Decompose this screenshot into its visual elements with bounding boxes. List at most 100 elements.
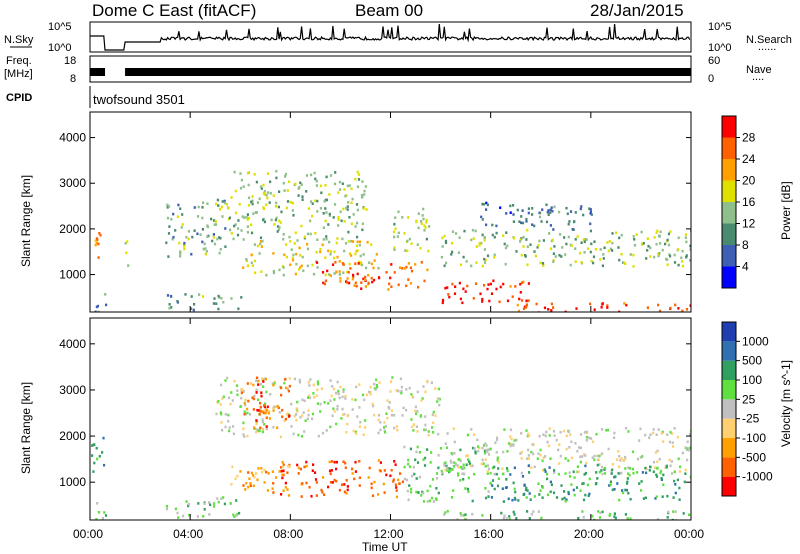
data-cell [598, 516, 602, 519]
data-cell [662, 440, 665, 443]
data-cell [570, 483, 573, 486]
data-cell [509, 428, 513, 432]
data-cell [511, 295, 514, 298]
data-cell [537, 510, 540, 513]
data-cell [351, 472, 354, 475]
data-cell [581, 510, 584, 513]
data-cell [513, 439, 516, 442]
data-cell [481, 264, 484, 268]
data-cell [282, 237, 285, 241]
data-cell [597, 458, 600, 461]
data-cell [541, 486, 544, 489]
data-cell [410, 393, 413, 396]
data-cell [429, 484, 432, 488]
data-cell [422, 385, 425, 388]
data-cell [219, 236, 222, 240]
data-cell [272, 383, 275, 387]
data-cell [260, 470, 264, 474]
data-cell [181, 514, 185, 518]
data-cell [601, 303, 604, 306]
data-cell [252, 397, 255, 401]
data-cell [655, 433, 658, 436]
data-cell [351, 398, 354, 401]
data-cell [342, 460, 345, 464]
data-cell [587, 247, 590, 250]
data-cell [631, 467, 635, 471]
data-cell [176, 299, 179, 303]
data-cell [504, 246, 508, 250]
data-cell [230, 297, 233, 300]
data-cell [638, 439, 641, 442]
data-cell [495, 438, 499, 442]
data-cell [324, 279, 328, 283]
data-cell [403, 477, 406, 481]
data-cell [232, 432, 235, 436]
data-cell [378, 381, 381, 384]
data-cell [493, 256, 496, 259]
data-cell [329, 472, 332, 476]
data-cell [397, 283, 400, 287]
data-cell [551, 209, 554, 213]
data-cell [386, 416, 389, 420]
data-cell [412, 423, 416, 426]
data-cell [520, 253, 523, 257]
data-cell [577, 470, 580, 474]
data-cell [281, 476, 284, 480]
data-cell [491, 223, 494, 227]
data-cell [247, 216, 251, 220]
data-cell [495, 472, 498, 476]
data-cell [329, 481, 333, 484]
data-cell [434, 414, 437, 417]
data-cell [246, 213, 249, 216]
data-cell [280, 386, 283, 390]
data-cell [584, 464, 587, 468]
data-cell [590, 242, 593, 246]
data-cell [167, 205, 171, 208]
data-cell [245, 258, 248, 261]
data-cell [464, 513, 467, 516]
data-cell [253, 243, 256, 246]
data-cell [489, 471, 492, 475]
data-cell [370, 486, 373, 490]
data-cell [507, 442, 511, 445]
date-label: 28/Jan/2015 [590, 1, 684, 20]
data-cell [171, 237, 174, 241]
data-cell [286, 387, 289, 391]
data-cell [660, 478, 663, 481]
data-cell [316, 382, 320, 386]
data-cell [217, 204, 220, 207]
data-cell [347, 230, 350, 234]
data-cell [315, 250, 318, 254]
data-cell [629, 497, 632, 501]
data-cell [372, 404, 375, 408]
data-cell [101, 451, 104, 454]
data-cell [281, 408, 284, 412]
data-cell [356, 249, 359, 252]
freq-trace [90, 68, 691, 76]
data-cell [441, 471, 444, 475]
data-cell [421, 397, 424, 400]
data-cell [672, 510, 675, 513]
data-cell [437, 454, 440, 457]
data-cell [574, 238, 577, 241]
data-cell [502, 517, 505, 520]
data-cell [95, 241, 98, 245]
data-cell [499, 285, 502, 289]
data-cell [601, 465, 604, 469]
data-cell [240, 178, 243, 182]
data-cell [262, 206, 265, 209]
data-cell [244, 412, 247, 416]
data-cell [566, 212, 569, 216]
data-cell [669, 230, 672, 233]
data-cell [246, 225, 249, 228]
data-cell [481, 202, 484, 206]
data-cell [611, 249, 614, 252]
data-cell [659, 469, 663, 473]
data-cell [343, 188, 346, 191]
data-cell [389, 276, 392, 280]
data-cell [605, 429, 608, 432]
data-cell [642, 242, 645, 245]
data-cell [676, 435, 679, 439]
data-cell [546, 493, 550, 497]
data-cell [230, 196, 233, 199]
